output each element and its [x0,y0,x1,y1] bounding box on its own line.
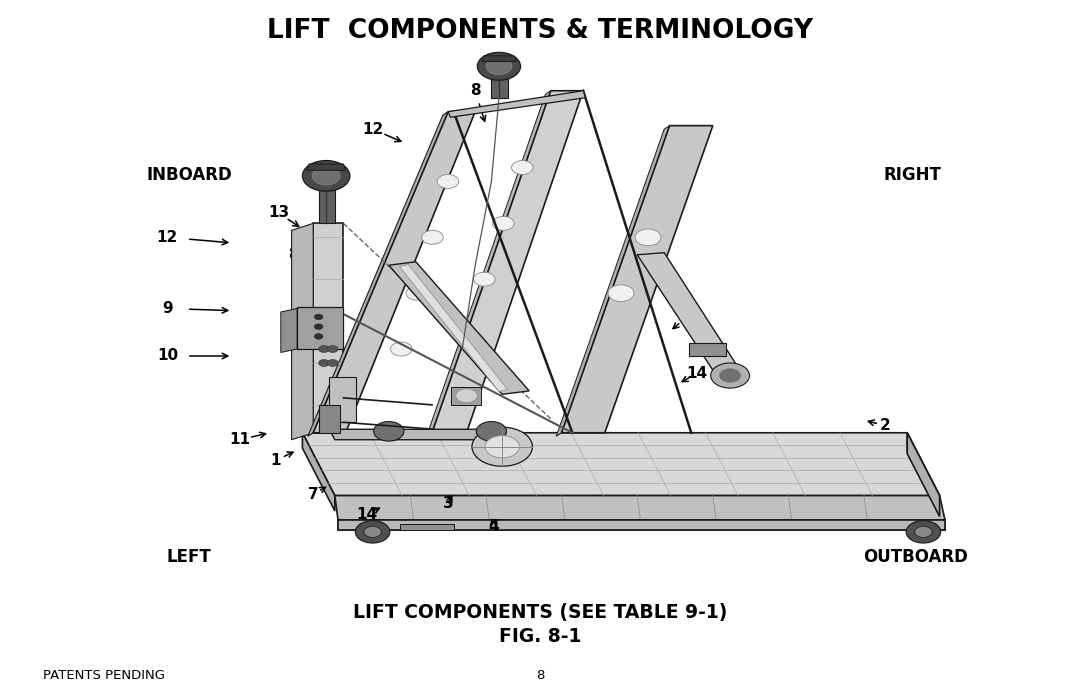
Circle shape [406,286,428,300]
Text: 4: 4 [488,519,499,535]
Circle shape [302,161,350,191]
Circle shape [327,359,338,366]
Text: 8: 8 [536,669,544,682]
Circle shape [456,389,477,403]
Polygon shape [307,164,346,170]
Circle shape [314,334,323,339]
Polygon shape [389,262,529,394]
Text: PATENTS PENDING: PATENTS PENDING [43,669,165,682]
Circle shape [473,272,495,286]
Text: 10: 10 [157,348,178,364]
Circle shape [421,230,443,244]
Circle shape [314,314,323,320]
Polygon shape [907,433,940,510]
Text: 3: 3 [680,310,691,325]
Text: 8: 8 [470,83,481,98]
Text: RIGHT: RIGHT [883,165,942,184]
Circle shape [312,167,340,185]
Text: 8: 8 [288,247,299,262]
Text: 14: 14 [356,507,378,522]
Polygon shape [297,307,343,349]
Text: 7: 7 [308,487,319,502]
Text: 3: 3 [443,496,454,512]
Polygon shape [907,433,940,517]
Circle shape [512,161,534,174]
Circle shape [486,58,512,75]
Circle shape [492,216,514,230]
Circle shape [915,526,932,537]
Text: 2: 2 [880,418,891,433]
Circle shape [391,342,413,356]
Text: LIFT COMPONENTS (SEE TABLE 9-1): LIFT COMPONENTS (SEE TABLE 9-1) [353,603,727,623]
Polygon shape [400,265,508,392]
Polygon shape [562,126,713,433]
Polygon shape [329,429,502,440]
Polygon shape [427,91,551,436]
Polygon shape [637,253,740,373]
Circle shape [485,436,519,458]
Circle shape [477,52,521,80]
Polygon shape [302,433,940,496]
Circle shape [319,346,329,352]
Text: LIFT  COMPONENTS & TERMINOLOGY: LIFT COMPONENTS & TERMINOLOGY [267,18,813,45]
Polygon shape [281,309,297,352]
Text: 9: 9 [162,301,173,316]
Text: 13: 13 [268,205,289,221]
Polygon shape [338,520,945,530]
Circle shape [476,422,507,441]
Circle shape [355,521,390,543]
Polygon shape [338,520,945,530]
Circle shape [374,422,404,441]
Circle shape [314,324,323,329]
Circle shape [327,346,338,352]
Polygon shape [556,126,670,436]
Circle shape [906,521,941,543]
Polygon shape [292,223,313,440]
Circle shape [472,427,532,466]
Polygon shape [491,77,508,98]
Polygon shape [319,405,340,433]
Text: 14: 14 [686,366,707,381]
Circle shape [437,174,459,188]
Polygon shape [313,223,343,433]
Polygon shape [689,343,726,356]
Text: INBOARD: INBOARD [146,165,232,184]
Text: OUTBOARD: OUTBOARD [863,548,969,566]
Polygon shape [329,377,356,422]
Text: 5: 5 [643,195,653,210]
Circle shape [608,285,634,302]
Circle shape [635,229,661,246]
Circle shape [719,369,741,383]
Circle shape [711,363,750,388]
Polygon shape [400,524,454,530]
Text: FIG. 8-1: FIG. 8-1 [499,627,581,646]
Polygon shape [448,91,585,117]
Text: 6: 6 [589,418,599,433]
Polygon shape [302,433,335,511]
Text: 12: 12 [362,121,383,137]
Polygon shape [319,188,335,223]
Text: 12: 12 [157,230,178,245]
Polygon shape [308,112,448,436]
Text: 11: 11 [229,432,251,447]
Text: 1: 1 [270,453,281,468]
Polygon shape [432,91,583,433]
Text: LEFT: LEFT [166,548,212,566]
Circle shape [364,526,381,537]
Circle shape [455,328,476,342]
Polygon shape [482,56,516,61]
Polygon shape [313,112,475,433]
Polygon shape [451,387,481,405]
Polygon shape [335,496,945,520]
Circle shape [319,359,329,366]
